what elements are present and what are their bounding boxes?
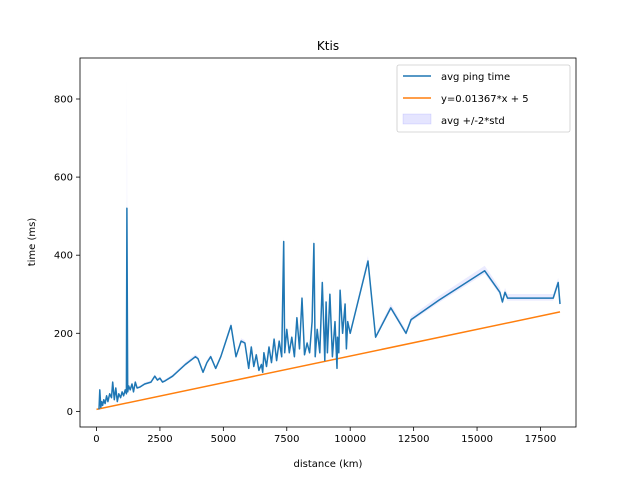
y-tick-label: 0 (67, 407, 73, 418)
y-tick-label: 400 (54, 251, 73, 262)
legend-label-fit: y=0.01367*x + 5 (441, 94, 529, 105)
x-tick-label: 12500 (398, 434, 430, 445)
legend: avg ping time y=0.01367*x + 5 avg +/-2*s… (396, 64, 571, 133)
y-axis-ticks: 0 200 400 600 800 (54, 95, 80, 418)
x-axis-ticks: 0 2500 5000 7500 10000 12500 15000 17500 (93, 427, 556, 445)
y-tick-label: 200 (54, 329, 73, 340)
x-tick-label: 15000 (461, 434, 493, 445)
x-tick-label: 2500 (147, 434, 172, 445)
legend-label-band: avg +/-2*std (441, 116, 505, 127)
legend-swatch-band (402, 113, 432, 125)
legend-box (396, 64, 571, 133)
x-tick-label: 10000 (334, 434, 366, 445)
legend-label-avg: avg ping time (441, 72, 510, 83)
x-tick-label: 0 (93, 434, 99, 445)
x-tick-label: 17500 (525, 434, 557, 445)
series-line (96, 311, 561, 411)
x-tick-label: 5000 (211, 434, 236, 445)
x-axis-label: distance (km) (294, 459, 363, 470)
chart-title: Ktis (317, 39, 339, 53)
x-tick-label: 7500 (274, 434, 299, 445)
y-tick-label: 600 (54, 173, 73, 184)
plot-frame (79, 57, 577, 428)
y-axis-label: time (ms) (27, 218, 38, 267)
y-tick-label: 800 (54, 95, 73, 106)
series-layer (96, 207, 561, 411)
series-line (98, 207, 561, 410)
